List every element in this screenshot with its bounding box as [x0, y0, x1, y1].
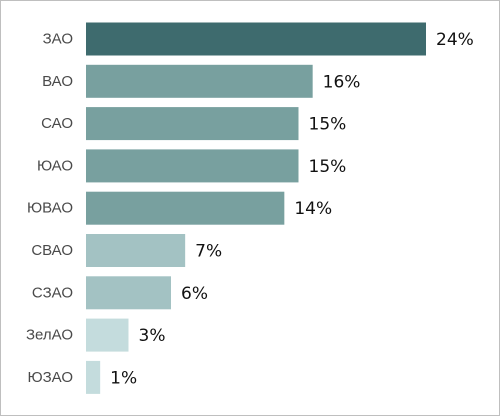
category-label: ЮЗАО — [27, 369, 73, 386]
category-label: СЗАО — [32, 284, 73, 301]
bar — [86, 191, 285, 225]
bar — [86, 360, 101, 394]
category-label: ЗАО — [43, 31, 73, 48]
value-label: 6% — [181, 284, 208, 304]
bar — [86, 107, 299, 141]
category-label: ЮВАО — [27, 200, 73, 217]
value-label: 15% — [309, 157, 347, 177]
value-label: 24% — [436, 30, 474, 50]
bar — [86, 64, 313, 98]
value-label: 7% — [195, 242, 222, 262]
bar — [86, 149, 299, 183]
bar — [86, 22, 426, 56]
category-label: ВАО — [42, 73, 73, 90]
value-label: 1% — [110, 368, 137, 388]
category-label: ЗелАО — [26, 327, 73, 344]
value-label: 14% — [294, 199, 332, 219]
bar — [86, 318, 129, 352]
category-label: ЮАО — [37, 157, 73, 174]
category-label: СВАО — [31, 242, 73, 259]
category-label: САО — [41, 115, 73, 132]
bar — [86, 276, 171, 310]
value-label: 15% — [309, 115, 347, 135]
value-label: 3% — [139, 326, 166, 346]
bar — [86, 234, 186, 267]
value-label: 16% — [323, 72, 361, 92]
